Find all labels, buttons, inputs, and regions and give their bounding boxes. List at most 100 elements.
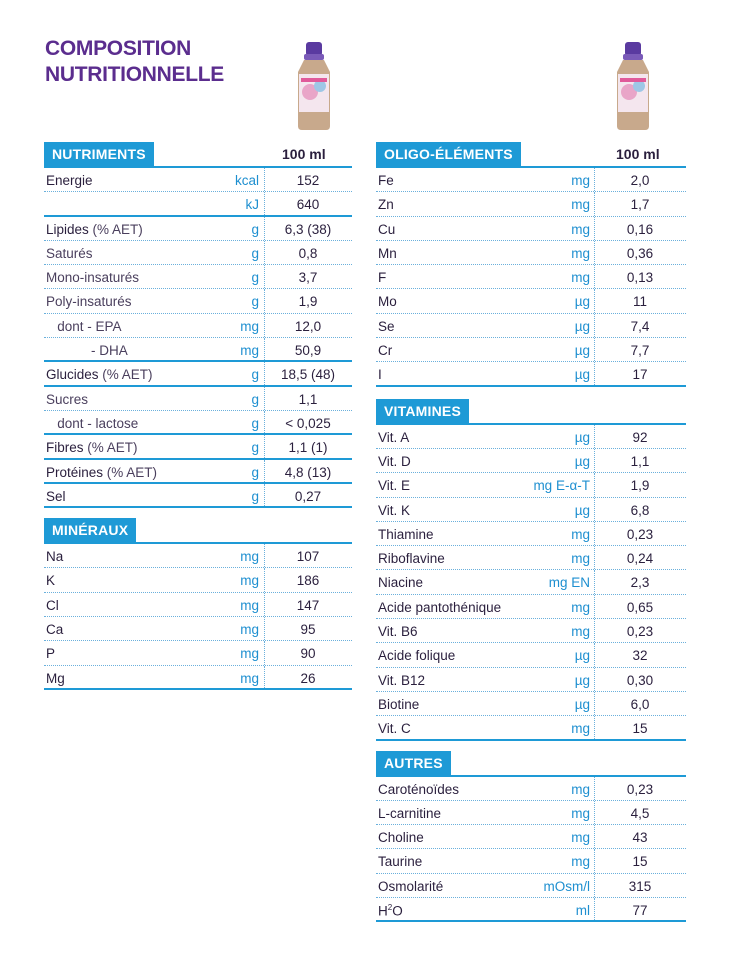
row-name: Vit. E — [378, 478, 411, 494]
row-name-sup: 2 — [387, 903, 393, 913]
row-unit: g — [251, 221, 259, 237]
table-row: Mn mg 0,36 — [376, 240, 686, 266]
page-title: COMPOSITION NUTRITIONNELLE — [45, 36, 285, 88]
table-row: Vit. A µg 92 — [376, 424, 686, 449]
table-row: Lipides (% AET) g 6,3 (38) — [44, 216, 352, 241]
row-unit: g — [251, 391, 259, 407]
table-row: Mg mg 26 — [44, 665, 352, 690]
row-name: H2O — [378, 903, 403, 919]
row-name: Fe — [378, 173, 394, 188]
row-unit: µg — [574, 343, 590, 359]
table-row: Osmolarité mOsm/l 315 — [376, 873, 686, 899]
column-header-100ml: 100 ml — [616, 146, 660, 162]
row-unit: mg — [240, 318, 259, 334]
row-unit: g — [251, 294, 259, 310]
row-unit: µg — [574, 367, 590, 383]
row-value: 147 — [296, 597, 320, 613]
row-value: 18,5 (48) — [280, 367, 336, 383]
section-header-nutriments: NUTRIMENTS 100 ml — [44, 142, 352, 166]
row-value: 1,9 — [630, 478, 650, 494]
row-name: Mg — [46, 670, 65, 686]
row-name: Cr — [378, 343, 393, 359]
row-value: 43 — [632, 830, 648, 846]
row-name: Sel — [46, 488, 66, 504]
row-unit: g — [251, 440, 259, 456]
table-row: Vit. B6 mg 0,23 — [376, 619, 686, 644]
row-value: 26 — [300, 670, 316, 686]
row-value: 6,0 — [630, 696, 650, 712]
column-header-100ml: 100 ml — [282, 146, 326, 162]
table-row: Cu mg 0,16 — [376, 216, 686, 241]
row-unit: mg — [240, 343, 259, 359]
row-value: 92 — [632, 429, 648, 445]
table-row: Vit. K µg 6,8 — [376, 497, 686, 522]
row-unit: mg — [571, 173, 590, 188]
row-value: 1,1 — [630, 453, 650, 469]
row-value: 2,0 — [630, 173, 650, 188]
row-unit: µg — [574, 429, 590, 445]
table-row: Saturés g 0,8 — [44, 240, 352, 266]
title-line-1: COMPOSITION — [45, 37, 192, 60]
row-value: 2,3 — [630, 575, 650, 591]
row-value: 0,36 — [626, 245, 654, 261]
row-unit: g — [251, 367, 259, 383]
row-value: 315 — [628, 878, 652, 894]
table-row: Fibres (% AET) g 1,1 (1) — [44, 435, 352, 460]
table-row: Poly-insaturés g 1,9 — [44, 289, 352, 314]
row-unit: g — [251, 415, 259, 431]
row-unit: mg — [571, 830, 590, 846]
row-name: Niacine — [378, 575, 424, 591]
row-unit: mg — [240, 597, 259, 613]
row-name: Na — [46, 549, 64, 565]
row-unit: µg — [574, 294, 590, 310]
row-name-suffix: (% AET) — [98, 367, 153, 383]
row-name: Mo — [378, 294, 397, 310]
row-value: 7,7 — [630, 343, 650, 359]
row-unit: mg — [240, 549, 259, 565]
row-value: 1,1 — [298, 391, 318, 407]
row-value: 0,13 — [626, 270, 654, 286]
row-value: 4,5 — [630, 805, 650, 821]
row-unit: mg — [571, 526, 590, 542]
table-row: Glucides (% AET) g 18,5 (48) — [44, 362, 352, 387]
row-name: Vit. B12 — [378, 672, 426, 688]
row-name: Mn — [378, 245, 397, 261]
table-row: - DHA mg 50,9 — [44, 338, 352, 363]
table-row: Zn mg 1,7 — [376, 192, 686, 217]
table-row: Energie kcal 152 — [44, 168, 352, 193]
row-name: Taurine — [378, 854, 423, 870]
row-value: 107 — [296, 549, 320, 565]
section-header-vitamines: VITAMINES — [376, 398, 686, 423]
table-row: Acide pantothénique mg 0,65 — [376, 594, 686, 620]
left-column: NUTRIMENTS 100 ml Energie kcal 152 kJ 640 Lip… — [44, 142, 352, 690]
row-unit: mg EN — [548, 575, 590, 591]
table-row: kJ 640 — [44, 192, 352, 217]
row-value: 186 — [296, 573, 320, 589]
row-unit: mg — [571, 551, 590, 567]
row-name: Vit. D — [378, 453, 411, 469]
table-row: Acide folique µg 32 — [376, 643, 686, 668]
row-name: K — [46, 573, 56, 589]
table-row: Taurine mg 15 — [376, 849, 686, 874]
table-row: H2O ml 77 — [376, 898, 686, 923]
row-name: dont - lactose — [46, 415, 139, 431]
table-row: Fe mg 2,0 — [376, 168, 686, 193]
section-header-oligo: OLIGO-ÉLÉMENTS 100 ml — [376, 142, 686, 166]
row-value: 0,23 — [626, 781, 654, 797]
row-value: 12,0 — [294, 318, 322, 334]
row-value: 1,1 (1) — [288, 440, 328, 456]
row-name: Vit. C — [378, 721, 411, 737]
section-label: OLIGO-ÉLÉMENTS — [376, 142, 521, 166]
row-value: 90 — [300, 646, 316, 662]
row-value: 0,65 — [626, 599, 654, 615]
row-value: 4,8 (13) — [284, 464, 332, 480]
row-unit: kJ — [245, 197, 260, 213]
right-column: OLIGO-ÉLÉMENTS 100 ml Fe mg 2,0 Zn mg 1,7 Cu mg… — [376, 142, 686, 923]
table-row: Vit. E mg E-α-T 1,9 — [376, 473, 686, 498]
row-name: Riboflavine — [378, 551, 445, 567]
row-name: Osmolarité — [378, 878, 444, 894]
row-unit: µg — [574, 502, 590, 518]
table-row: Vit. B12 µg 0,30 — [376, 667, 686, 692]
row-value: 0,24 — [626, 551, 654, 567]
